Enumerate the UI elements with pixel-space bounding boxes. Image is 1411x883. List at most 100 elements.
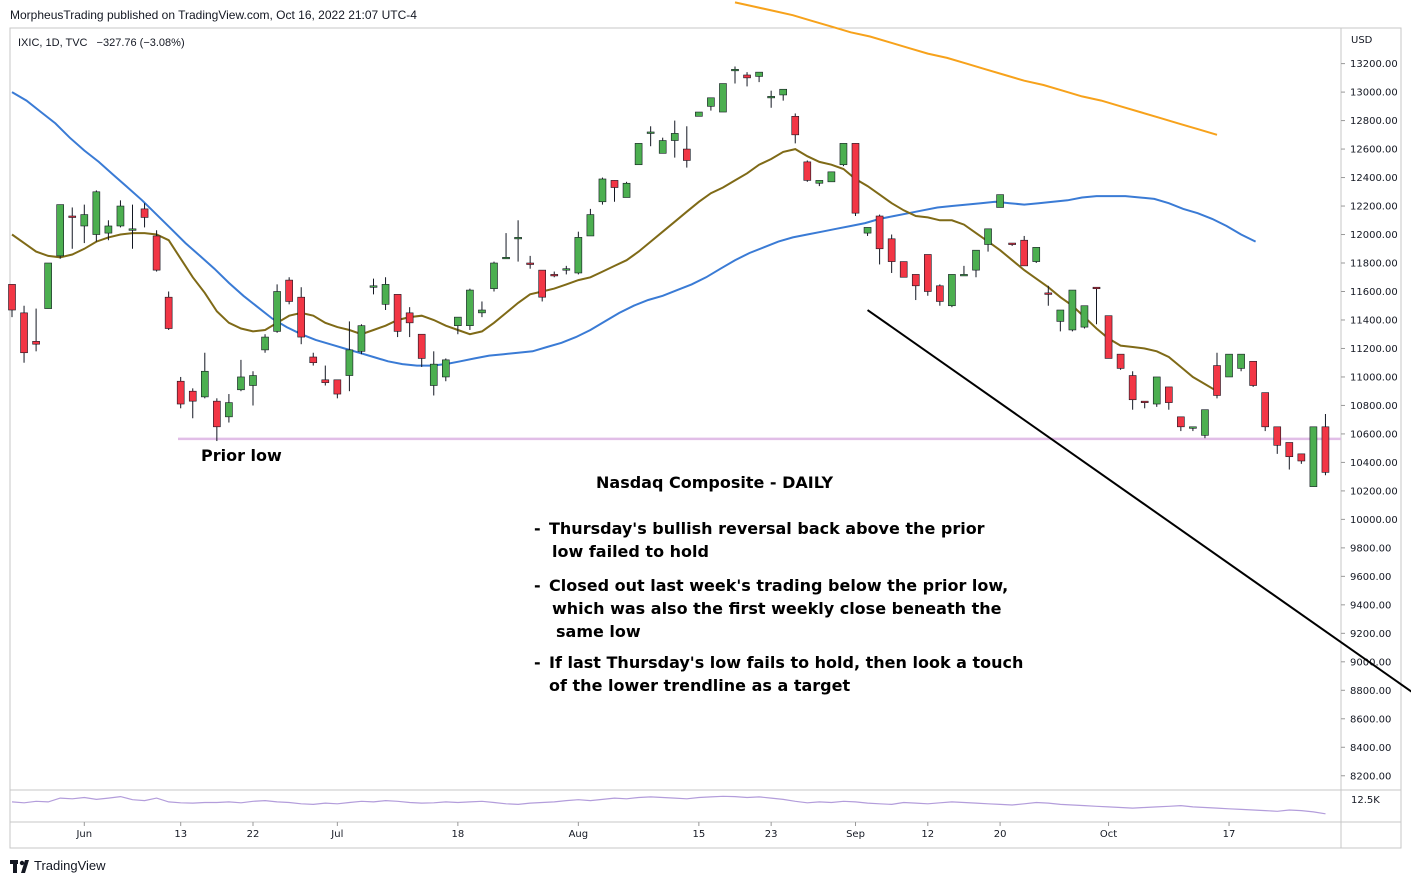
candle xyxy=(755,71,763,83)
candle xyxy=(1285,442,1294,470)
candle-body-down xyxy=(20,312,28,354)
candle-body-up xyxy=(670,133,679,141)
candle xyxy=(574,231,583,275)
candle-body-up xyxy=(273,291,281,332)
price-tick-label: 10800.00 xyxy=(1350,401,1398,412)
brand-text: TradingView xyxy=(34,858,106,873)
candle xyxy=(791,113,800,144)
candle xyxy=(731,66,739,84)
candle xyxy=(719,83,727,113)
candle xyxy=(345,321,354,392)
candle xyxy=(1165,386,1173,410)
bullet-line: of the lower trendline as a target xyxy=(549,676,850,695)
candle xyxy=(526,255,534,269)
bullet-line: Closed out last week's trading below the… xyxy=(549,576,1008,595)
candle xyxy=(827,171,836,183)
candle xyxy=(213,398,221,442)
candle xyxy=(1032,247,1041,264)
candle-body-up xyxy=(1189,426,1197,429)
candle xyxy=(116,200,125,228)
candles xyxy=(8,66,1330,487)
candle-body-up xyxy=(44,262,52,309)
price-tick-label: 10200.00 xyxy=(1350,486,1398,497)
candle xyxy=(237,359,245,392)
price-tick-label: 11000.00 xyxy=(1350,372,1398,383)
candle-body-down xyxy=(333,379,342,395)
candle-body-up xyxy=(56,204,65,257)
price-tick-label: 11800.00 xyxy=(1350,259,1398,270)
candle-body-down xyxy=(899,261,908,278)
candle-body-down xyxy=(1008,242,1016,245)
price-tick-label: 8200.00 xyxy=(1350,771,1391,782)
candle-body-up xyxy=(237,376,245,391)
candle xyxy=(875,214,884,265)
candle xyxy=(164,291,173,330)
candle-body-up xyxy=(1056,309,1065,322)
candle xyxy=(1056,309,1065,332)
candle xyxy=(1201,409,1209,439)
candle xyxy=(20,305,28,363)
candle-body-down xyxy=(1213,365,1221,396)
candle-body-up xyxy=(357,325,366,352)
time-tick-label: Oct xyxy=(1100,829,1117,840)
candle-body-down xyxy=(393,294,402,332)
candle xyxy=(201,352,209,399)
candle xyxy=(188,388,197,419)
candle-body-up xyxy=(128,228,137,231)
tradingview-logo[interactable]: TradingView xyxy=(10,858,106,873)
price-tick-label: 12800.00 xyxy=(1350,116,1398,127)
price-tick-label: 11600.00 xyxy=(1350,287,1398,298)
time-axis[interactable]: Jun 13 22 Jul 18 Aug 15 23 Sep 12 20 Oct 17 xyxy=(75,822,1235,840)
symbol-line: IXIC, 1D, TVC −327.76 (−3.08%) xyxy=(18,37,185,49)
candle xyxy=(695,111,703,117)
ma-short-line xyxy=(11,148,1218,393)
time-tick-label: 23 xyxy=(765,829,778,840)
candle-body-up xyxy=(466,289,474,326)
candle-body-down xyxy=(791,116,800,136)
candle xyxy=(1249,360,1257,387)
candle xyxy=(104,220,113,241)
candle xyxy=(1080,305,1089,329)
candle-body-up xyxy=(755,71,763,77)
candle xyxy=(1273,426,1282,454)
candle-body-up xyxy=(779,88,788,96)
candle xyxy=(1020,235,1029,267)
candle-body-down xyxy=(188,390,197,402)
candle xyxy=(68,207,77,249)
candle xyxy=(44,262,52,309)
candle xyxy=(1152,376,1161,407)
candle-body-up xyxy=(345,349,354,376)
candle xyxy=(369,278,378,295)
candle xyxy=(815,180,824,187)
price-tick-label: 13000.00 xyxy=(1350,88,1398,99)
candle-body-up xyxy=(225,402,233,418)
bullet-line: If last Thursday's low fails to hold, th… xyxy=(549,653,1023,672)
candle-body-up xyxy=(972,249,980,271)
bullet-line: which was also the first weekly close be… xyxy=(552,599,1002,618)
candle-body-down xyxy=(936,285,944,302)
change-text: −327.76 (−3.08%) xyxy=(97,37,185,49)
candle xyxy=(1008,242,1016,246)
candle xyxy=(333,379,342,399)
price-tick-label: 12600.00 xyxy=(1350,145,1398,156)
candle xyxy=(598,177,607,205)
candle xyxy=(863,227,872,236)
candle-body-up xyxy=(815,180,824,184)
candle xyxy=(1189,426,1197,432)
candle xyxy=(1261,392,1269,432)
candle-body-up xyxy=(695,111,703,117)
candle xyxy=(249,371,257,406)
bullet-dash: - xyxy=(534,519,541,538)
candle-body-up xyxy=(502,257,510,260)
candle-body-down xyxy=(417,333,426,359)
bullet-line: same low xyxy=(556,622,641,641)
candle-body-down xyxy=(1116,353,1125,369)
candle xyxy=(622,181,631,198)
candle-body-up xyxy=(839,143,848,166)
candle-body-down xyxy=(1273,426,1282,446)
price-axis[interactable]: 8200.008400.008600.008800.009000.009200.… xyxy=(1341,59,1398,782)
candle-body-down xyxy=(1128,375,1137,401)
candle xyxy=(502,233,510,260)
candle-body-up xyxy=(1068,289,1077,331)
